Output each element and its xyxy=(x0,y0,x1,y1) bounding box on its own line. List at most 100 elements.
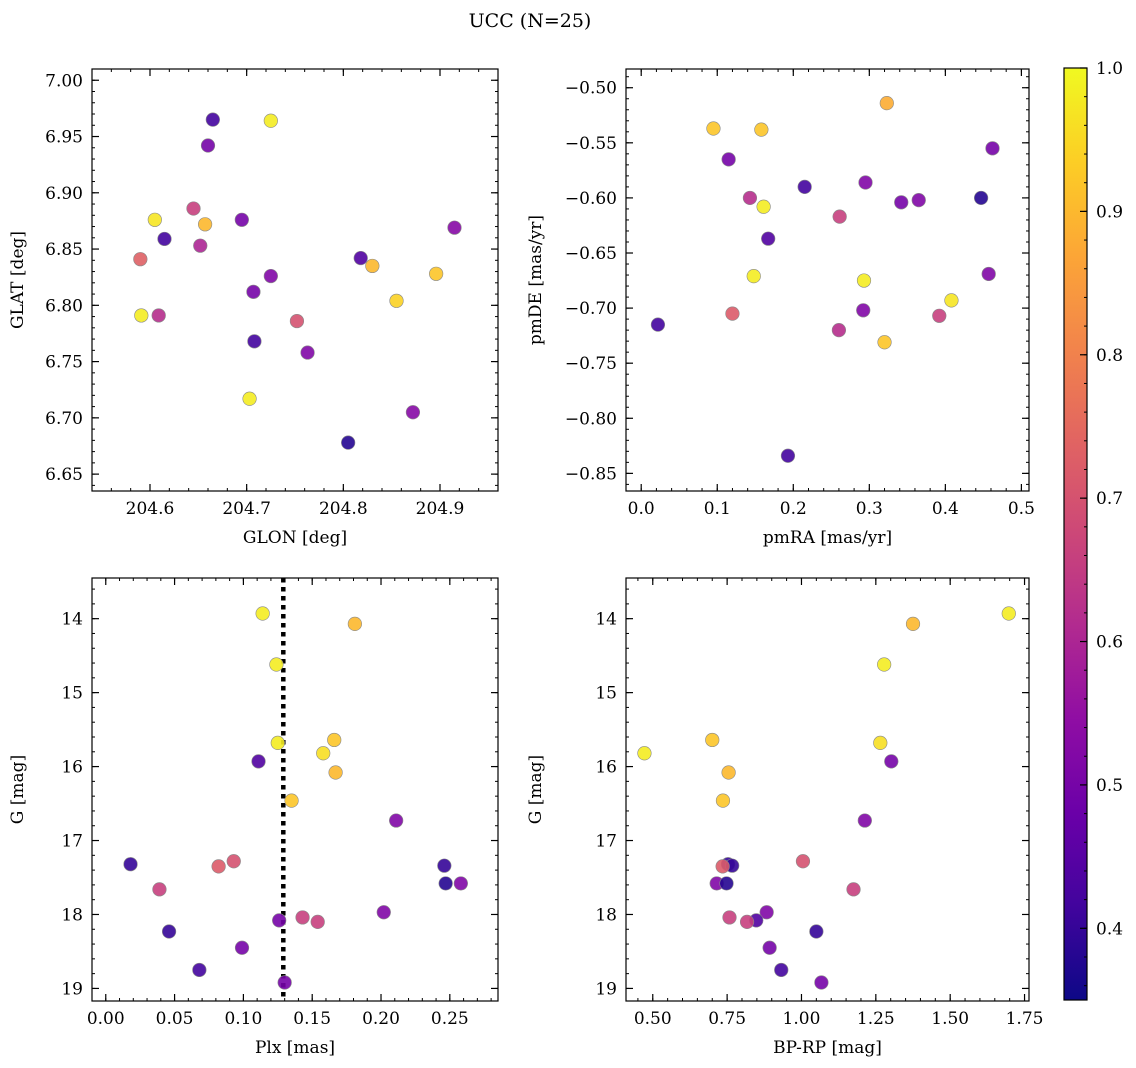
data-point xyxy=(725,306,740,321)
y-tick-label: 14 xyxy=(61,610,83,630)
data-point xyxy=(846,882,861,897)
data-point xyxy=(774,962,789,978)
data-point xyxy=(247,334,262,349)
x-tick-label: 0.15 xyxy=(293,1009,331,1029)
data-point xyxy=(200,138,216,153)
data-point xyxy=(762,940,777,955)
x-tick-label: 1.25 xyxy=(857,1009,895,1029)
data-point xyxy=(756,199,771,214)
y-tick-label: −0.85 xyxy=(565,464,617,484)
data-point xyxy=(429,266,444,281)
data-point xyxy=(973,190,989,206)
y-tick-label: 17 xyxy=(61,832,83,852)
data-point xyxy=(316,746,331,761)
data-point xyxy=(877,335,892,350)
colorbar-tick-label: 0.9 xyxy=(1096,202,1123,222)
data-point xyxy=(453,876,468,891)
data-point xyxy=(147,212,162,227)
data-point xyxy=(341,435,356,450)
data-point xyxy=(1001,606,1016,621)
y-tick-label: 15 xyxy=(61,684,83,704)
x-tick-label: 0.20 xyxy=(362,1009,400,1029)
y-tick-label: 6.70 xyxy=(45,409,83,429)
y-tick-label: 7.00 xyxy=(45,71,83,91)
y-tick-label: 17 xyxy=(595,832,617,852)
data-point xyxy=(284,793,299,808)
data-point xyxy=(277,975,292,990)
data-point xyxy=(234,212,249,227)
data-point xyxy=(198,217,213,232)
data-point xyxy=(981,266,996,282)
data-point xyxy=(705,732,720,748)
x-tick-label: 0.0 xyxy=(628,499,655,519)
data-point xyxy=(270,735,285,751)
data-point xyxy=(205,112,220,127)
x-tick-label: 204.7 xyxy=(222,499,271,519)
panel-3: 0.00 0.05 0.10 0.15 0.20 0.25 14 15 16 17 18 19 Plx … xyxy=(8,577,499,1058)
data-point xyxy=(905,616,921,631)
plot-frame xyxy=(625,577,1030,1002)
x-tick-label: 204.8 xyxy=(319,499,368,519)
x-tick-label: 204.9 xyxy=(416,499,465,519)
colorbar-frame xyxy=(1063,67,1088,1001)
data-point xyxy=(186,201,201,216)
data-point xyxy=(650,317,666,332)
data-point xyxy=(251,754,266,769)
plot-frame xyxy=(625,68,1030,492)
y-tick-label: 15 xyxy=(595,684,617,704)
x-tick-label: 0.50 xyxy=(634,1009,672,1029)
data-point xyxy=(722,910,737,925)
data-point xyxy=(944,293,959,308)
data-point xyxy=(719,876,734,891)
data-point xyxy=(879,96,894,111)
data-point xyxy=(877,657,892,672)
x-tick-label: 0.5 xyxy=(1008,499,1035,519)
y-tick-label: 19 xyxy=(61,979,83,999)
data-point xyxy=(310,914,325,929)
y-tick-label: −0.50 xyxy=(565,79,617,99)
x-tick-label: 0.00 xyxy=(87,1009,125,1029)
x-tick-label: 1.00 xyxy=(783,1009,821,1029)
data-point xyxy=(263,268,278,284)
data-point xyxy=(289,313,305,329)
data-point xyxy=(438,876,453,891)
data-point xyxy=(797,179,812,194)
data-point xyxy=(858,175,873,190)
colorbar-tick-label: 0.6 xyxy=(1096,633,1123,653)
data-point xyxy=(192,962,207,978)
data-point xyxy=(739,914,755,929)
x-tick-label: 204.6 xyxy=(126,499,175,519)
x-axis-label: BP-RP [mag] xyxy=(773,1038,882,1058)
data-point xyxy=(246,284,261,299)
data-point xyxy=(389,293,404,308)
data-point xyxy=(263,113,278,128)
data-point xyxy=(832,209,847,224)
panel-2: 0.0 0.1 0.2 0.3 0.4 0.5 −0.85 −0.80 −0.75 −0.70 −0… xyxy=(526,68,1035,548)
y-tick-label: 6.65 xyxy=(45,465,83,485)
data-point xyxy=(715,859,730,874)
data-point xyxy=(831,323,847,338)
y-tick-label: 18 xyxy=(595,905,617,925)
data-point xyxy=(884,754,899,769)
data-point xyxy=(761,231,776,246)
data-point xyxy=(269,657,284,672)
data-point xyxy=(759,905,774,920)
data-point xyxy=(157,231,172,247)
data-point xyxy=(347,616,362,631)
data-point xyxy=(746,269,761,284)
y-tick-label: 18 xyxy=(61,905,83,925)
data-point xyxy=(873,735,888,751)
y-tick-label: −0.65 xyxy=(565,244,617,264)
data-point xyxy=(134,308,149,323)
x-tick-label: 0.75 xyxy=(708,1009,746,1029)
x-tick-label: 1.75 xyxy=(1006,1009,1044,1029)
y-tick-label: −0.75 xyxy=(565,354,617,374)
data-point xyxy=(795,854,811,869)
x-axis-label: Plx [mas] xyxy=(255,1038,335,1058)
data-point xyxy=(353,250,368,266)
colorbar-gradient xyxy=(1064,68,1087,1000)
data-point xyxy=(151,308,166,323)
x-tick-label: 0.25 xyxy=(431,1009,469,1029)
data-point xyxy=(272,913,287,928)
